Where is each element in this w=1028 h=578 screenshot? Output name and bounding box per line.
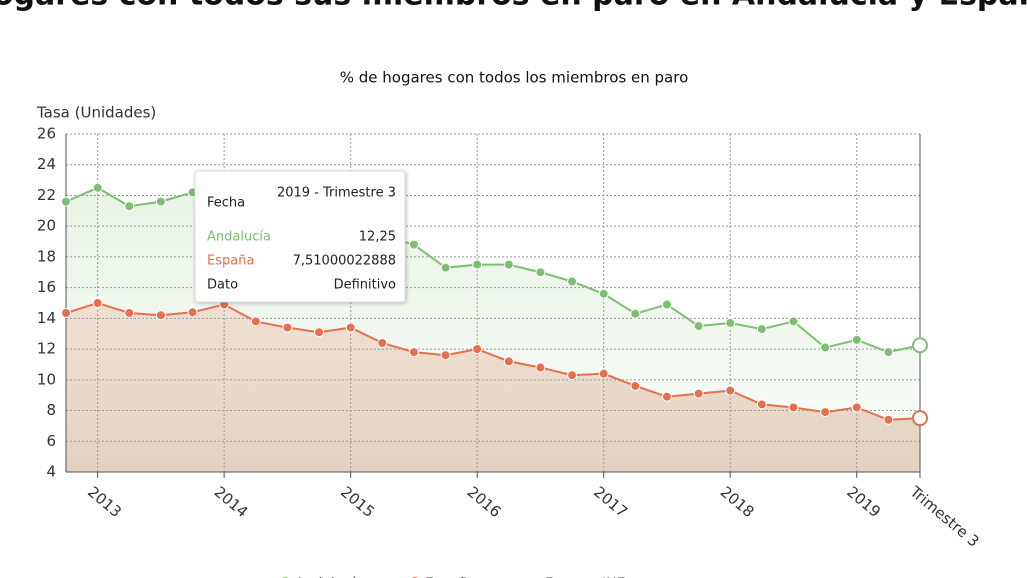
y-tick-label: 14: [37, 309, 56, 327]
chart-subtitle: % de hogares con todos los miembros en p…: [340, 69, 689, 87]
marker: [851, 334, 862, 345]
marker: [440, 350, 451, 361]
y-tick-label: 24: [37, 155, 56, 173]
legend-label: España: [425, 576, 476, 578]
y-tick-label: 12: [37, 340, 56, 358]
marker: [883, 414, 894, 425]
marker: [472, 344, 483, 355]
marker: [155, 310, 166, 321]
marker: [788, 402, 799, 413]
marker: [250, 316, 261, 327]
marker: [408, 347, 419, 358]
marker: [92, 298, 103, 308]
marker: [92, 182, 103, 193]
marker: [883, 347, 894, 358]
marker: [282, 322, 293, 333]
marker: [851, 402, 862, 413]
marker: [598, 288, 609, 299]
marker: [503, 259, 514, 270]
marker: [693, 388, 704, 399]
marker: [661, 299, 672, 310]
marker: [820, 342, 831, 353]
y-tick-label: 20: [37, 217, 56, 235]
marker: [155, 196, 166, 207]
y-tick-label: 26: [37, 125, 56, 143]
tooltip-value: 7,51000022888: [293, 254, 396, 269]
marker: [912, 410, 928, 427]
y-tick-label: 10: [37, 370, 56, 388]
marker: [503, 356, 514, 367]
marker: [314, 327, 325, 338]
marker: [788, 316, 799, 327]
marker: [567, 276, 578, 287]
area: [66, 303, 920, 472]
y-tick-label: 6: [46, 432, 56, 450]
marker: [756, 324, 767, 335]
chart-title: Hogares con todos sus miembros en paro e…: [0, 0, 1028, 13]
marker: [187, 307, 198, 318]
marker: [598, 368, 609, 379]
x-tick-label: Trimestre 3: [906, 482, 983, 551]
marker: [61, 196, 71, 207]
marker: [61, 307, 71, 318]
marker: [725, 317, 736, 328]
tooltip-label: Dato: [207, 278, 238, 293]
marker: [440, 262, 451, 273]
marker: [661, 391, 672, 402]
marker: [124, 307, 135, 318]
tooltip-value: 2019 - Trimestre 3: [277, 186, 396, 201]
tooltip-label: España: [207, 254, 254, 269]
x-tick-label: 2018: [717, 483, 758, 521]
y-axis-label: Tasa (Unidades): [36, 104, 156, 122]
x-tick-label: 2013: [84, 483, 125, 521]
tooltip-box: [194, 170, 406, 303]
tooltip-value: 12,25: [359, 230, 396, 245]
line: [65, 301, 921, 421]
y-tick-label: 8: [46, 401, 56, 419]
y-tick-label: 16: [37, 278, 56, 296]
marker: [377, 337, 388, 348]
marker: [345, 322, 356, 333]
tooltip-value: Definitivo: [334, 278, 396, 293]
marker: [630, 380, 641, 391]
marker: [693, 321, 704, 332]
marker: [912, 337, 928, 354]
marker: [535, 362, 546, 373]
legend-label: Andalucía: [295, 576, 364, 578]
marker: [567, 370, 578, 381]
y-tick-label: 22: [37, 186, 56, 204]
x-tick-label: 2017: [590, 483, 631, 521]
x-tick-label: 2016: [464, 483, 505, 521]
y-tick-label: 18: [37, 247, 56, 265]
x-tick-label: 2014: [211, 483, 252, 521]
source: Fuente: INE: [545, 576, 625, 578]
tooltip-label: Andalucía: [207, 230, 271, 245]
marker: [472, 259, 483, 270]
y-tick-label: 4: [46, 463, 56, 481]
x-tick-label: 2015: [337, 483, 378, 521]
x-tick-label: 2019: [843, 483, 884, 521]
marker: [124, 201, 135, 212]
marker: [630, 308, 641, 319]
tooltip: Fecha 2019 - Trimestre 3 Andalucía 12,25 Esp…: [194, 170, 406, 303]
marker: [756, 399, 767, 410]
marker: [535, 267, 546, 278]
marker: [820, 407, 831, 418]
marker: [408, 239, 419, 250]
marker: [725, 385, 736, 396]
tooltip-label: Fecha: [207, 196, 245, 211]
